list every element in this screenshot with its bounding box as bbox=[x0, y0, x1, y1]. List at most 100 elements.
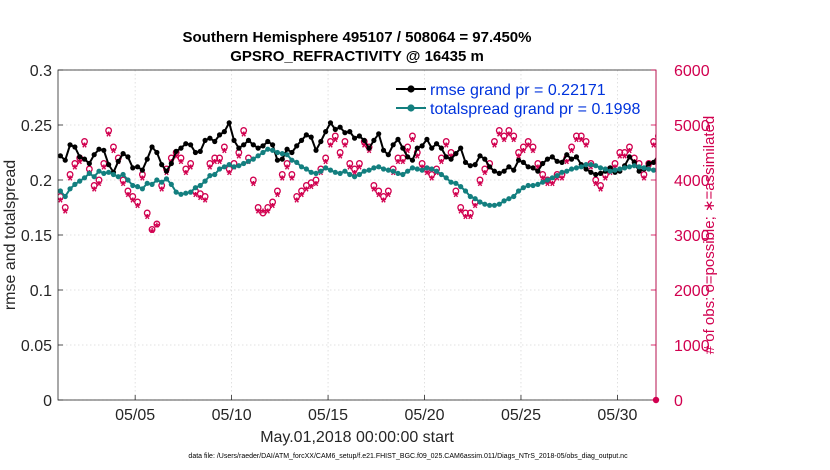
assimilated-obs-marker: * bbox=[265, 205, 271, 221]
totalspread-point bbox=[733, 195, 738, 200]
assimilated-obs-marker: * bbox=[183, 167, 189, 183]
rmse-point bbox=[661, 150, 666, 155]
assimilated-obs-marker: * bbox=[164, 167, 170, 183]
rmse-point bbox=[573, 154, 580, 160]
totalspread-point bbox=[192, 185, 199, 191]
assimilated-obs-marker: * bbox=[106, 128, 112, 144]
rmse-point bbox=[472, 162, 478, 168]
possible-obs-marker bbox=[791, 155, 797, 161]
totalspread-point bbox=[443, 175, 449, 181]
rmse-point bbox=[178, 145, 184, 151]
totalspread-point bbox=[738, 199, 743, 204]
legend-spread-label: totalspread grand pr = 0.1998 bbox=[430, 101, 640, 118]
totalspread-point bbox=[168, 181, 174, 187]
x-tick-label: 05/15 bbox=[308, 407, 348, 424]
assimilated-obs-marker: * bbox=[371, 183, 377, 199]
totalspread-point bbox=[578, 164, 584, 170]
assimilated-obs-marker: * bbox=[77, 156, 83, 172]
possible-obs-marker bbox=[795, 155, 801, 161]
rmse-point bbox=[270, 142, 276, 148]
x-tick-label: 05/05 bbox=[115, 407, 155, 424]
assimilated-obs-marker: * bbox=[111, 145, 117, 161]
rmse-point bbox=[294, 143, 300, 149]
rmse-point bbox=[685, 166, 690, 171]
possible-obs-marker bbox=[786, 172, 792, 178]
totalspread-point bbox=[617, 166, 623, 172]
possible-obs-marker bbox=[346, 160, 354, 167]
possible-obs-marker bbox=[331, 132, 339, 140]
possible-obs-marker bbox=[723, 177, 729, 183]
possible-obs-marker bbox=[665, 150, 671, 156]
assimilated-obs-marker: * bbox=[742, 183, 748, 199]
assimilated-obs-marker: * bbox=[805, 178, 811, 194]
assimilated-obs-marker: * bbox=[800, 178, 806, 194]
rmse-point bbox=[390, 142, 396, 148]
totalspread-point bbox=[588, 162, 594, 168]
y-tick-label-left: 0.1 bbox=[30, 283, 52, 300]
rmse-point bbox=[655, 153, 656, 156]
assimilated-obs-marker: * bbox=[733, 205, 739, 221]
assimilated-obs-marker: * bbox=[796, 156, 802, 172]
assimilated-obs-marker: * bbox=[333, 134, 339, 150]
totalspread-point bbox=[327, 167, 334, 173]
totalspread-point bbox=[81, 175, 88, 181]
possible-obs-marker bbox=[375, 187, 383, 195]
assimilated-obs-marker: * bbox=[559, 172, 565, 188]
assimilated-obs-marker: * bbox=[386, 189, 392, 205]
y-tick-label-left: 0.2 bbox=[30, 173, 52, 190]
rmse-point bbox=[366, 145, 372, 151]
assimilated-obs-marker: * bbox=[255, 205, 261, 221]
rmse-point bbox=[462, 159, 469, 165]
totalspread-point bbox=[650, 167, 656, 173]
rmse-point bbox=[236, 145, 242, 151]
totalspread-point bbox=[723, 188, 728, 193]
totalspread-point bbox=[101, 170, 107, 176]
rmse-point bbox=[776, 165, 781, 170]
totalspread-point bbox=[188, 189, 194, 195]
assimilated-obs-marker: * bbox=[569, 145, 575, 161]
possible-obs-marker bbox=[298, 187, 305, 195]
rmse-point bbox=[81, 156, 88, 162]
totalspread-point bbox=[458, 184, 464, 190]
rmse-point bbox=[549, 154, 555, 160]
y-tick-label-right: 2000 bbox=[674, 283, 710, 300]
rmse-point bbox=[385, 152, 391, 158]
totalspread-point bbox=[776, 198, 781, 203]
totalspread-point bbox=[796, 197, 801, 202]
totalspread-point bbox=[641, 165, 647, 171]
totalspread-point bbox=[655, 170, 656, 173]
rmse-point bbox=[159, 162, 165, 168]
totalspread-point bbox=[482, 201, 488, 207]
possible-obs-marker bbox=[211, 154, 219, 162]
rmse-point bbox=[815, 170, 820, 175]
totalspread-point bbox=[178, 191, 184, 197]
rmse-point bbox=[163, 168, 170, 174]
rmse-point bbox=[646, 160, 652, 167]
assimilated-obs-marker: * bbox=[140, 172, 146, 188]
totalspread-point bbox=[221, 164, 227, 170]
assimilated-obs-marker: * bbox=[598, 183, 604, 199]
rmse-point bbox=[670, 161, 675, 166]
totalspread-point bbox=[472, 196, 478, 202]
assimilated-obs-marker: * bbox=[58, 194, 64, 210]
totalspread-point bbox=[743, 201, 748, 206]
assimilated-obs-marker: * bbox=[815, 178, 821, 194]
possible-obs-marker bbox=[61, 204, 69, 211]
rmse-point bbox=[139, 167, 145, 173]
assimilated-obs-marker: * bbox=[661, 128, 667, 144]
x-tick-label: 05/10 bbox=[212, 407, 252, 424]
assimilated-obs-marker: * bbox=[154, 219, 160, 235]
assimilated-obs-marker: * bbox=[824, 189, 830, 205]
rmse-point bbox=[583, 166, 589, 172]
rmse-point bbox=[371, 137, 377, 143]
legend-rmse-label: rmse grand pr = 0.22171 bbox=[430, 82, 606, 99]
totalspread-point bbox=[241, 160, 247, 167]
rmse-point bbox=[491, 168, 498, 174]
possible-obs-marker bbox=[288, 171, 296, 178]
assimilated-obs-marker: * bbox=[149, 224, 155, 240]
totalspread-point bbox=[496, 201, 502, 207]
assimilated-obs-marker: * bbox=[434, 167, 440, 183]
assimilated-obs-marker: * bbox=[173, 150, 179, 166]
x-tick-label: 05/20 bbox=[404, 407, 444, 424]
y-tick-label-left: 0.3 bbox=[30, 63, 52, 80]
